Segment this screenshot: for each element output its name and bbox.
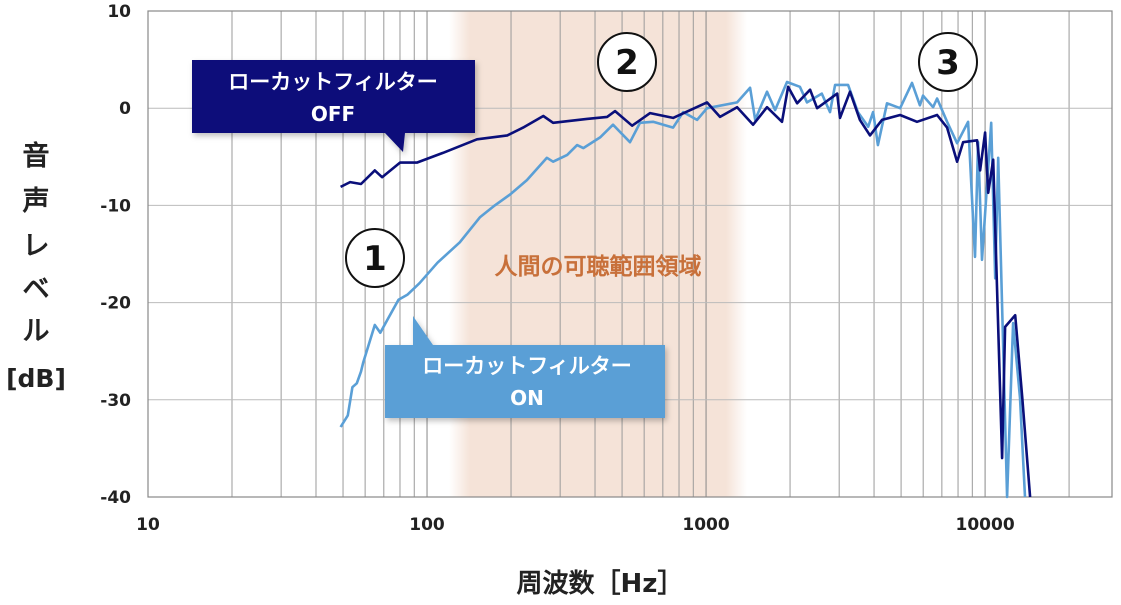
y-tick-label: 0 bbox=[119, 99, 131, 119]
series-line bbox=[340, 85, 1032, 498]
y-tick-label: -40 bbox=[100, 488, 131, 508]
off-callout-line2: OFF bbox=[311, 102, 355, 126]
y-axis-label-char: ル bbox=[23, 316, 50, 347]
on-callout bbox=[385, 316, 665, 418]
x-tick-labels: 10 100 1000 10000 bbox=[136, 515, 1015, 535]
y-axis-label-char: 声 bbox=[23, 186, 50, 217]
marker-2: 2 bbox=[597, 32, 657, 92]
y-tick-label: 10 bbox=[107, 2, 131, 22]
marker-1-label: 1 bbox=[363, 239, 387, 279]
y-tick-label: -30 bbox=[100, 391, 131, 411]
marker-3-label: 3 bbox=[936, 43, 960, 83]
y-axis-label-char: ベ bbox=[23, 274, 50, 305]
marker-3: 3 bbox=[918, 32, 978, 92]
x-tick-label: 1000 bbox=[682, 515, 729, 535]
y-tick-labels: 10 0 -10 -20 -30 -40 bbox=[100, 2, 131, 508]
y-tick-label: -10 bbox=[100, 196, 131, 216]
y-axis-label-char: レ bbox=[23, 231, 50, 262]
marker-1: 1 bbox=[345, 228, 405, 288]
x-axis-label: 周波数［Hz］ bbox=[517, 569, 684, 599]
series-lines bbox=[339, 80, 1032, 499]
plot-frame bbox=[147, 10, 1113, 498]
on-callout-line2: ON bbox=[510, 386, 544, 410]
y-axis-label-char: 音 bbox=[23, 140, 50, 172]
on-callout-line1: ローカットフィルター bbox=[422, 354, 632, 378]
y-axis-label-char: [dB] bbox=[6, 364, 66, 393]
x-tick-label: 100 bbox=[409, 515, 445, 535]
x-tick-label: 10 bbox=[136, 515, 160, 535]
x-tick-label: 10000 bbox=[956, 515, 1015, 535]
off-callout bbox=[192, 60, 475, 152]
marker-2-label: 2 bbox=[615, 43, 639, 83]
audible-range-label: 人間の可聴範囲領域 bbox=[494, 253, 701, 280]
off-callout-line1: ローカットフィルター bbox=[228, 70, 438, 94]
y-tick-label: -20 bbox=[100, 294, 131, 314]
series-line bbox=[339, 80, 1027, 499]
